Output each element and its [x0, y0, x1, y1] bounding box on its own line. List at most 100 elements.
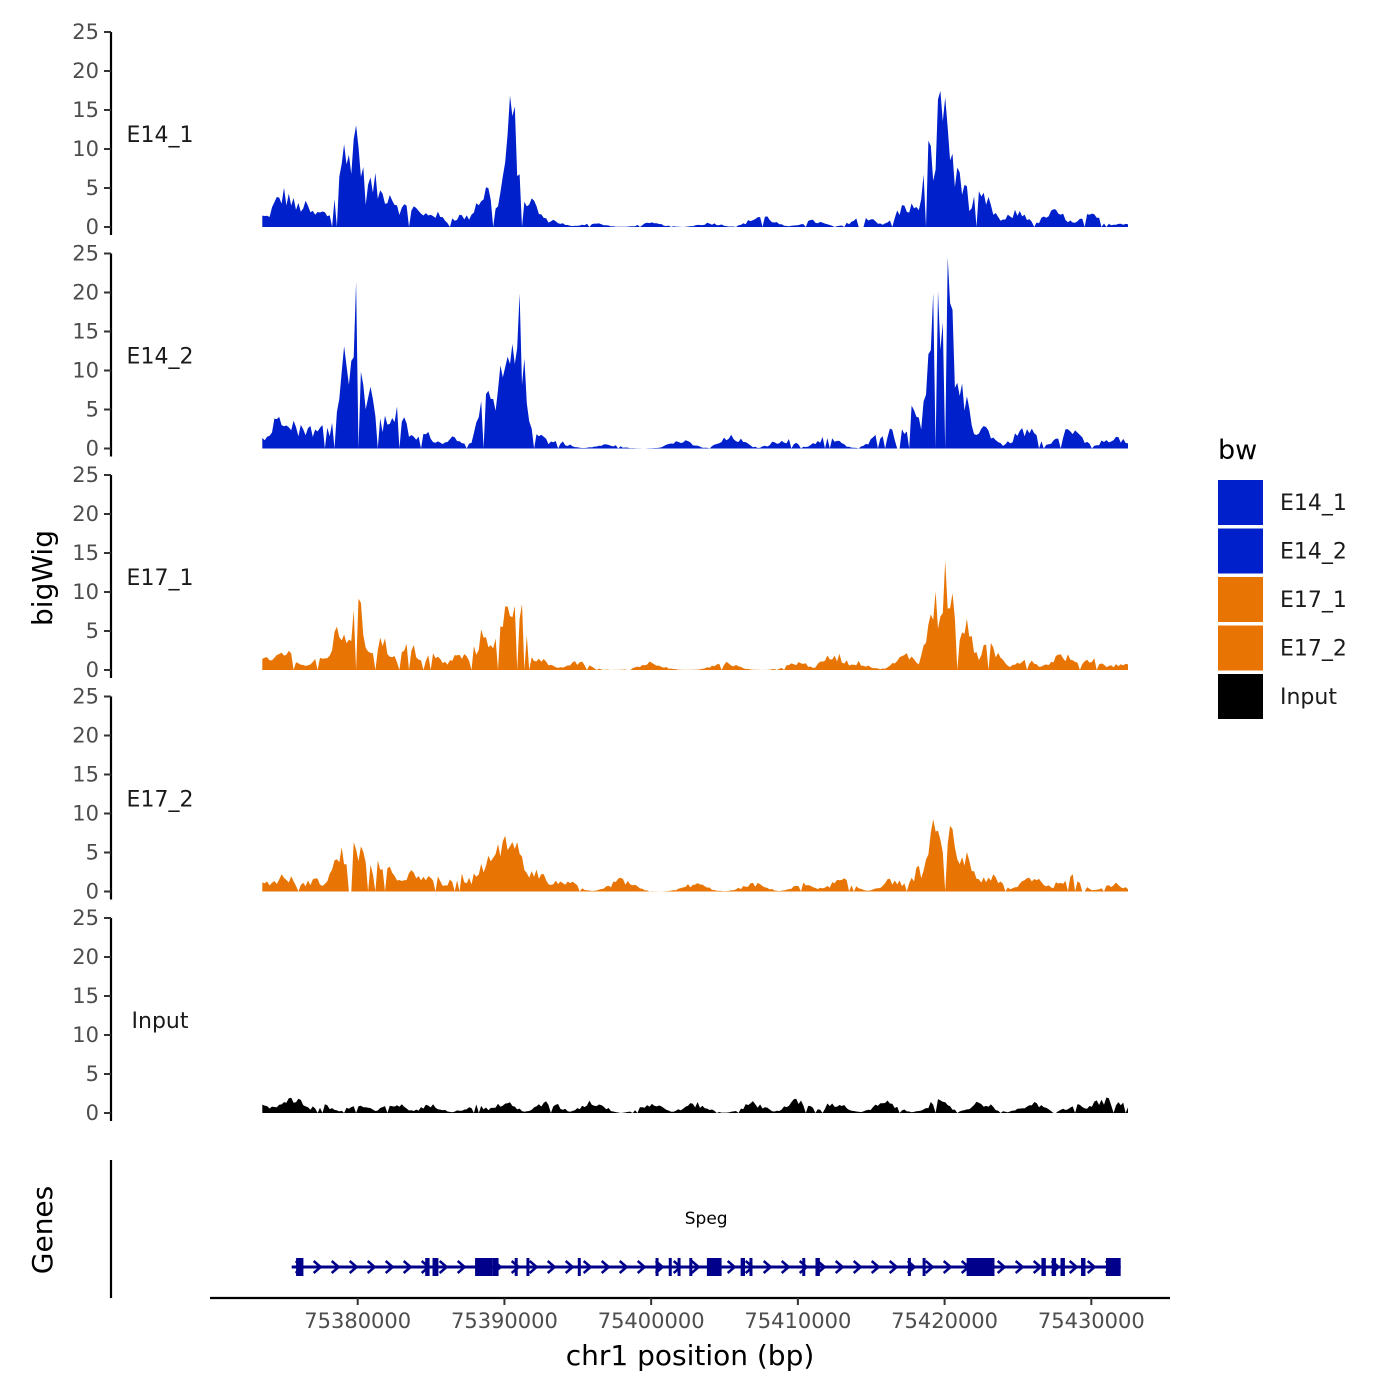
y-tick-label: 20: [72, 945, 99, 969]
strand-arrow: [438, 1260, 449, 1274]
signal-area-Input: [262, 1097, 1128, 1113]
strand-arrow: [726, 1260, 737, 1274]
gene-exon: [296, 1258, 304, 1276]
gene-exon: [492, 1258, 499, 1276]
strand-arrow: [1086, 1260, 1097, 1274]
legend-label-E17_2: E17_2: [1280, 637, 1347, 662]
strand-arrow: [798, 1260, 809, 1274]
gene-exon: [677, 1258, 681, 1276]
y-tick-label: 15: [72, 320, 99, 344]
strand-arrow: [510, 1260, 521, 1274]
gene-exon: [475, 1258, 493, 1276]
legend-swatch-E14_2: [1218, 528, 1263, 574]
strand-arrow: [888, 1260, 899, 1274]
x-tick-label: 75410000: [744, 1309, 851, 1333]
strand-arrow: [402, 1260, 413, 1274]
y-tick-label: 15: [72, 98, 99, 122]
gene-exon: [425, 1258, 430, 1276]
gene-exon: [514, 1258, 518, 1276]
y-tick-label: 10: [72, 802, 99, 826]
y-tick-label: 10: [72, 359, 99, 383]
legend-swatch-E17_2: [1218, 625, 1263, 671]
strand-arrow: [762, 1260, 773, 1274]
track-E17_2: 0 5 10 15 20 25 E17_2: [72, 685, 1128, 904]
signal-area-E17_1: [262, 560, 1128, 670]
strand-arrow: [996, 1260, 1007, 1274]
strand-arrow: [618, 1260, 629, 1274]
gene-exon: [1105, 1258, 1121, 1276]
y-tick-label: 10: [72, 1023, 99, 1047]
track-label: E17_1: [127, 566, 194, 591]
gene-exon: [802, 1258, 806, 1276]
gene-exon: [577, 1258, 581, 1276]
strand-arrow: [366, 1260, 377, 1274]
strand-arrow: [546, 1260, 557, 1274]
y-tick-label: 0: [86, 437, 99, 461]
y-tick-label: 10: [72, 580, 99, 604]
legend-label-E14_2: E14_2: [1280, 540, 1347, 565]
strand-arrow: [672, 1260, 683, 1274]
x-tick-label: 75400000: [598, 1309, 705, 1333]
y-tick-label: 20: [72, 281, 99, 305]
y-tick-label: 0: [86, 1101, 99, 1125]
strand-arrow: [528, 1260, 539, 1274]
legend-swatch-E17_1: [1218, 577, 1263, 622]
legend-title: bw: [1218, 435, 1257, 466]
strand-arrow: [870, 1260, 881, 1274]
track-label: E17_2: [127, 788, 194, 813]
y-tick-label: 15: [72, 541, 99, 565]
y-tick-label: 0: [86, 658, 99, 682]
track-Input: 0 5 10 15 20 25 Input: [72, 906, 1128, 1125]
track-label: Input: [132, 1009, 189, 1034]
strand-arrow: [312, 1260, 323, 1274]
track-E17_1: 0 5 10 15 20 25 E17_1: [72, 463, 1128, 682]
track-label: E14_1: [127, 123, 194, 148]
strand-arrow: [1014, 1260, 1025, 1274]
genes-axis-title: Genes: [26, 1186, 59, 1274]
y-axis-title: bigWig: [26, 530, 59, 626]
strand-arrow: [942, 1260, 953, 1274]
gene-exon: [1041, 1258, 1046, 1276]
legend-swatch-Input: [1218, 674, 1263, 719]
gene-exon: [1051, 1258, 1057, 1276]
y-tick-label: 5: [86, 841, 99, 865]
x-tick-label: 75390000: [451, 1309, 558, 1333]
signal-tracks: 0 5 10 15 20 25 E14_1 0 5 10 15 20 25 E14_2 0 5 10 15 20 25…: [72, 20, 1128, 1125]
strand-arrow: [330, 1260, 341, 1274]
strand-arrow: [564, 1260, 575, 1274]
gene-exon: [526, 1258, 530, 1276]
signal-area-E17_2: [262, 819, 1128, 892]
legend-label-Input: Input: [1280, 685, 1337, 710]
strand-arrow: [852, 1260, 863, 1274]
track-E14_2: 0 5 10 15 20 25 E14_2: [72, 242, 1128, 461]
legend-label-E17_1: E17_1: [1280, 588, 1347, 613]
x-axis-title: chr1 position (bp): [566, 1339, 815, 1372]
y-tick-label: 5: [86, 619, 99, 643]
gene-exon: [740, 1258, 746, 1276]
strand-arrow: [1068, 1260, 1079, 1274]
gene-exon: [706, 1258, 722, 1276]
strand-arrow: [690, 1260, 701, 1274]
strand-arrow: [384, 1260, 395, 1274]
gene-exon: [655, 1258, 659, 1276]
gene-exon: [1060, 1258, 1065, 1276]
y-tick-label: 0: [86, 215, 99, 239]
gene-exon: [907, 1258, 911, 1276]
strand-arrow: [456, 1260, 467, 1274]
strand-arrow: [780, 1260, 791, 1274]
strand-arrow: [924, 1260, 935, 1274]
gene-exon: [815, 1258, 820, 1276]
x-tick-label: 75430000: [1038, 1309, 1145, 1333]
y-tick-label: 25: [72, 685, 99, 709]
gene-exon: [1081, 1258, 1086, 1276]
y-tick-label: 20: [72, 502, 99, 526]
y-tick-label: 15: [72, 984, 99, 1008]
y-tick-label: 25: [72, 242, 99, 266]
y-tick-label: 5: [86, 398, 99, 422]
gene-track: Speg: [109, 1160, 1121, 1298]
legend-label-E14_1: E14_1: [1280, 491, 1347, 516]
strand-arrow: [834, 1260, 845, 1274]
x-axis: 75380000 75390000 75400000 75410000 75420000…: [210, 1296, 1170, 1333]
signal-area-E14_2: [262, 257, 1128, 449]
